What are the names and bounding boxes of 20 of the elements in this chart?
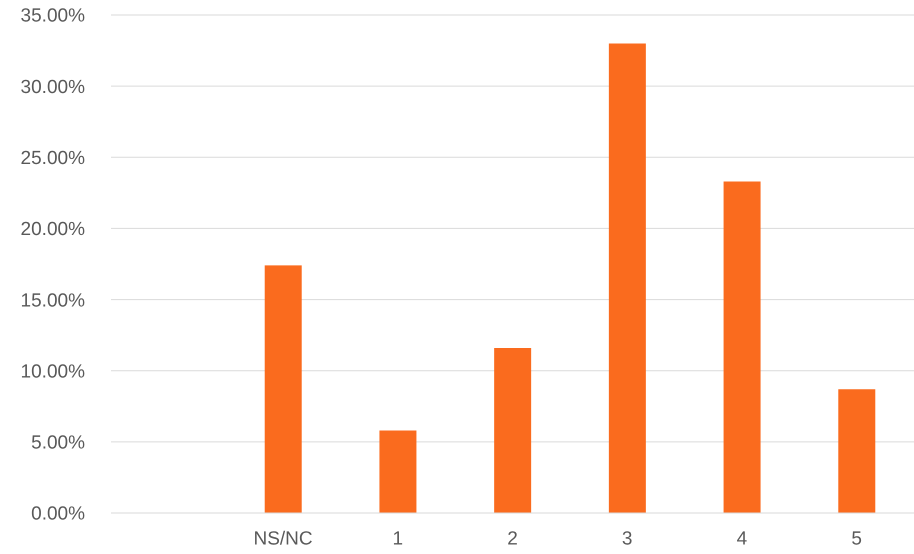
x-tick-label: 4 [736, 528, 748, 550]
y-tick-label: 20.00% [20, 219, 86, 240]
x-tick-label: 1 [392, 528, 404, 550]
y-tick-label: 10.00% [20, 361, 86, 382]
bar [264, 265, 302, 513]
y-tick-label: 35.00% [20, 6, 86, 27]
bar [724, 181, 761, 513]
y-tick-label: 30.00% [20, 76, 86, 98]
x-tick-label: 5 [851, 528, 862, 550]
y-tick-label: 0.00% [31, 504, 86, 525]
x-tick-label: NS/NC [254, 528, 313, 550]
x-tick-label: 2 [507, 528, 518, 550]
bar [608, 43, 646, 513]
x-tick-label: 3 [622, 528, 633, 550]
bar [838, 389, 876, 513]
bar [379, 430, 416, 513]
y-tick-label: 15.00% [20, 290, 86, 312]
y-tick-label: 25.00% [20, 148, 86, 170]
bar [494, 348, 532, 513]
y-tick-label: 5.00% [31, 432, 86, 454]
